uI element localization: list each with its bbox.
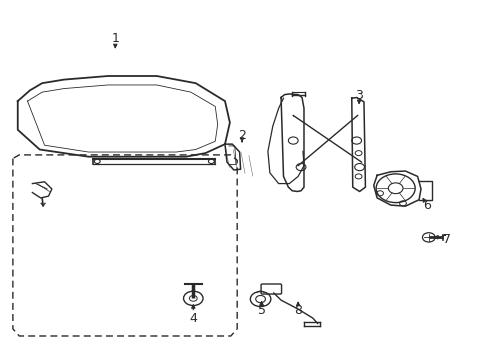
Text: 8: 8 bbox=[294, 305, 302, 318]
Text: 3: 3 bbox=[354, 89, 362, 102]
Text: 2: 2 bbox=[238, 129, 245, 142]
Text: 4: 4 bbox=[189, 311, 197, 325]
Text: 7: 7 bbox=[442, 233, 450, 246]
Text: 5: 5 bbox=[257, 305, 265, 318]
Text: 6: 6 bbox=[423, 199, 430, 212]
Text: 1: 1 bbox=[111, 32, 119, 45]
